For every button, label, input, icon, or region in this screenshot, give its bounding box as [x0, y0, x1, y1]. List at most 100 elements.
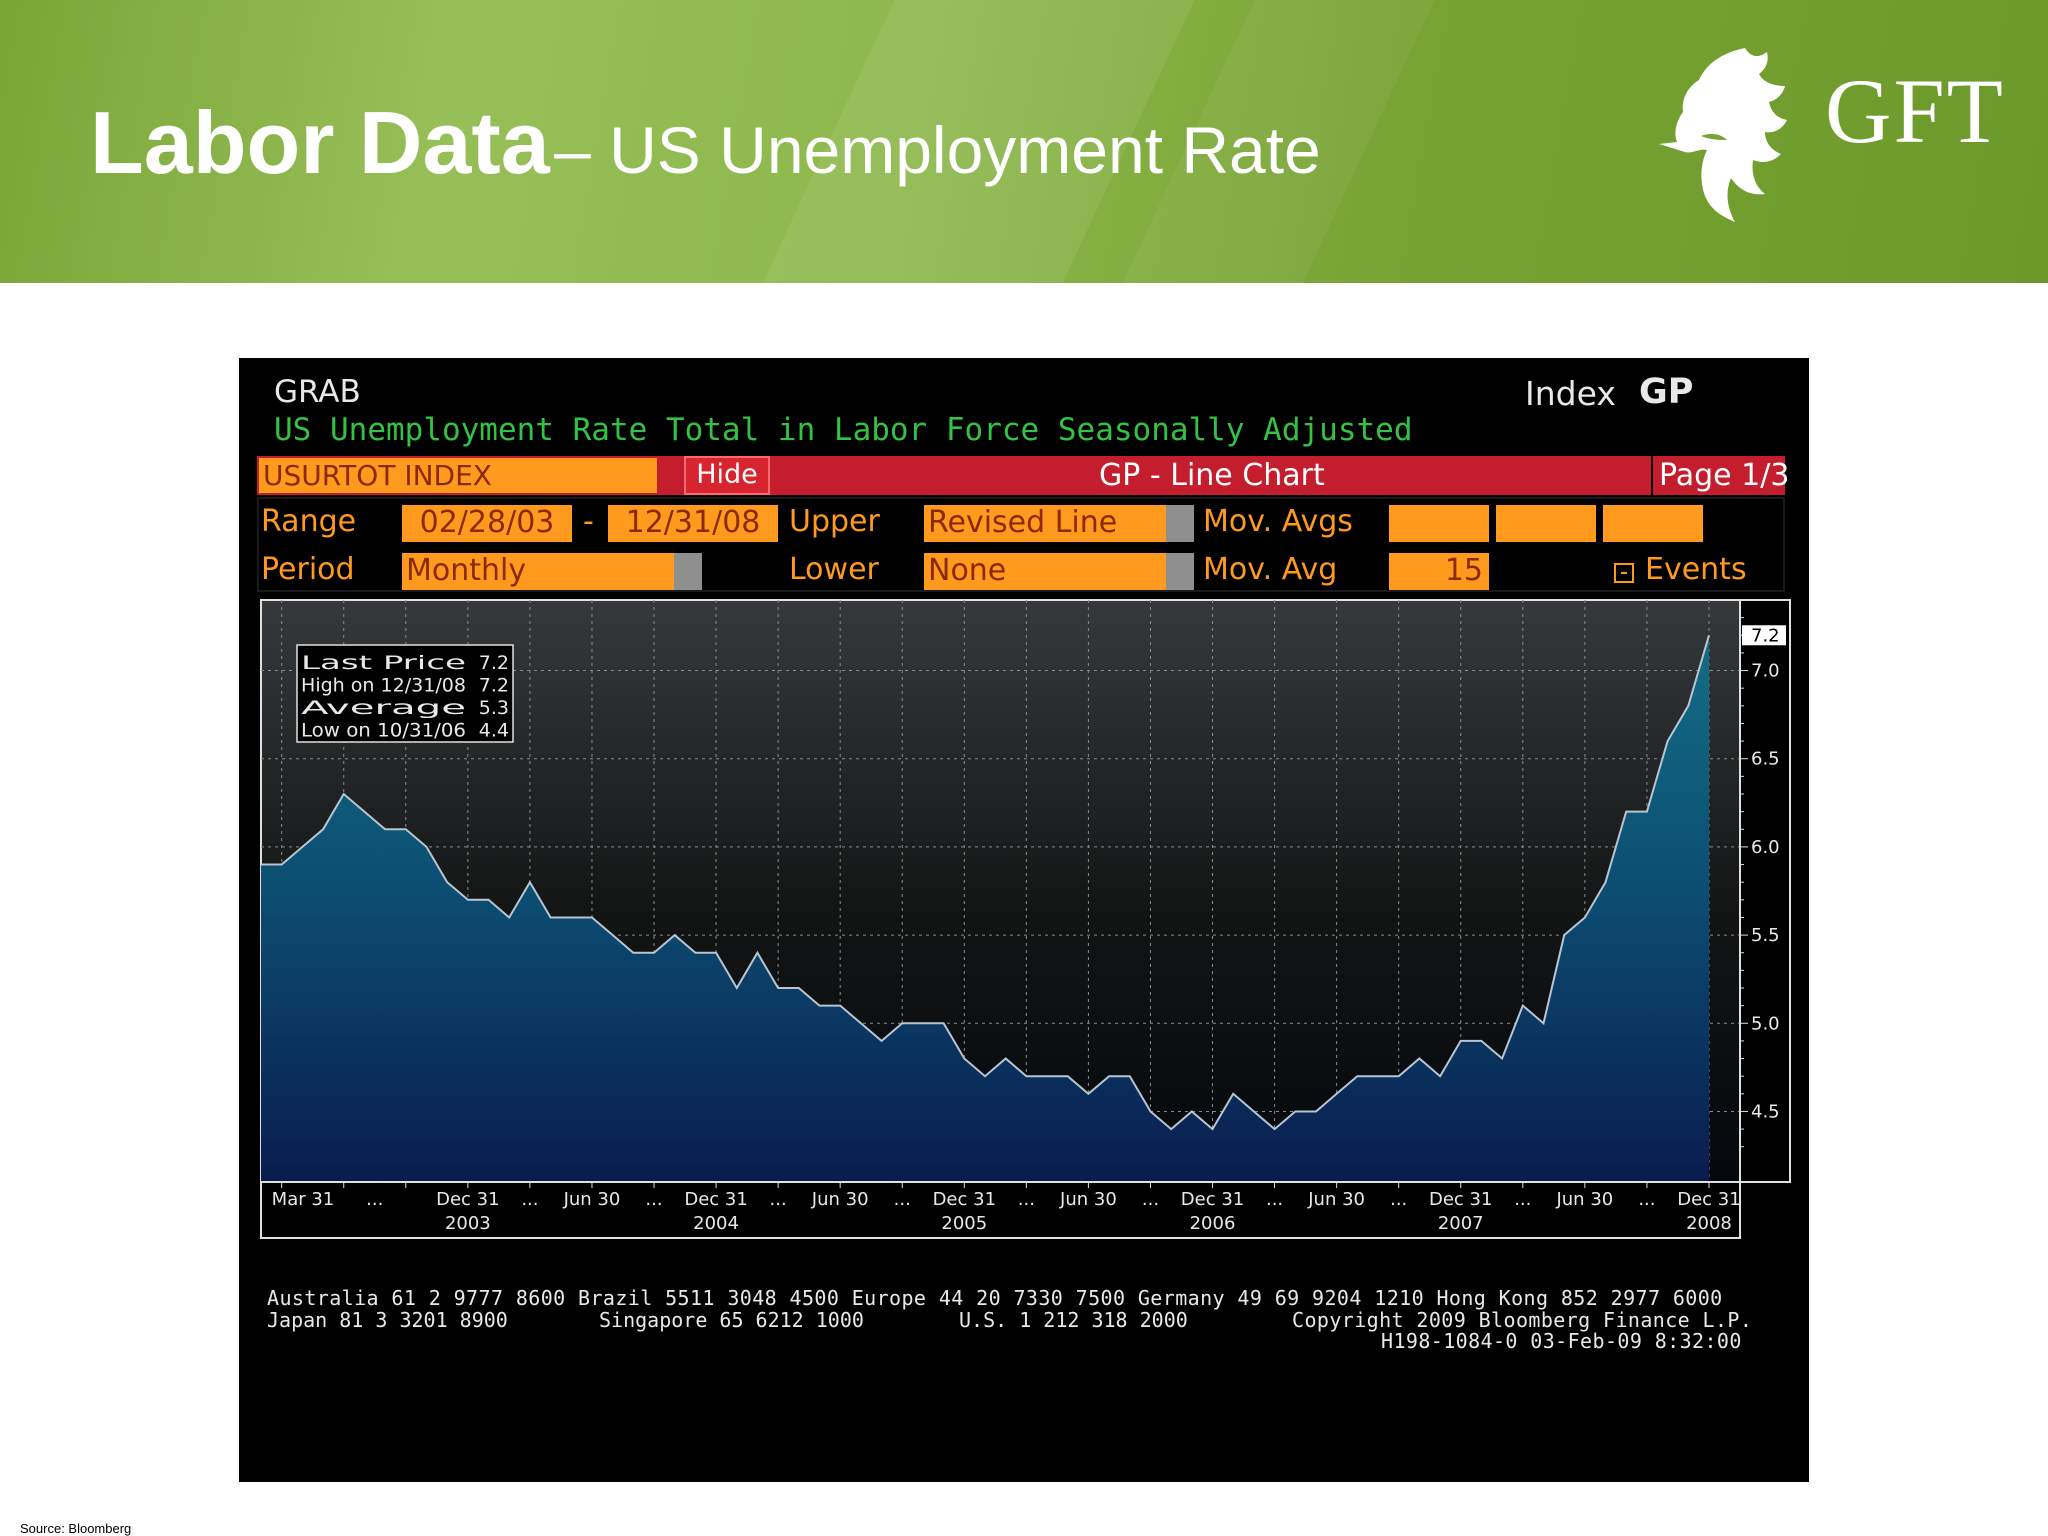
legend-label: Low on 10/31/06	[301, 720, 466, 742]
legend-value: 7.2	[479, 652, 509, 674]
upper-dropdown-button[interactable]	[1166, 505, 1194, 542]
gft-logo-icon	[1659, 48, 1787, 222]
movavg-label: Mov. Avg	[1203, 552, 1338, 587]
x-year-label: 2007	[1438, 1213, 1484, 1234]
x-tick-ellipsis: ...	[1638, 1189, 1655, 1210]
period-dropdown-button[interactable]	[674, 553, 702, 590]
x-tick-ellipsis: ...	[1142, 1189, 1159, 1210]
security-description: US Unemployment Rate Total in Labor Forc…	[274, 412, 1413, 448]
x-tick-ellipsis: ...	[894, 1189, 911, 1210]
lower-dropdown-button[interactable]	[1166, 553, 1194, 590]
x-tick-label: Dec 31	[1677, 1189, 1740, 1210]
gp-label: GP	[1639, 372, 1694, 412]
footer-contacts-singapore: Singapore 65 6212 1000	[599, 1308, 864, 1332]
y-axis-panel	[1739, 599, 1791, 1183]
hide-button[interactable]: Hide	[684, 456, 770, 495]
range-dash: -	[583, 504, 594, 539]
bloomberg-terminal-panel: GRAB Index GP US Unemployment Rate Total…	[239, 358, 1809, 1482]
legend-label: High on 12/31/08	[301, 675, 466, 697]
y-tick-label: 5.0	[1751, 1013, 1780, 1034]
x-tick-label: Jun 30	[811, 1189, 869, 1210]
legend-frame	[296, 644, 514, 743]
movavg-input-1[interactable]	[1389, 505, 1489, 542]
x-tick-label: Dec 31	[684, 1189, 747, 1210]
lower-select[interactable]: None	[924, 553, 1166, 590]
upper-select[interactable]: Revised Line	[924, 505, 1166, 542]
y-tick-label: 7.0	[1751, 661, 1780, 682]
range-label: Range	[261, 504, 357, 539]
lower-label: Lower	[789, 552, 879, 587]
x-tick-ellipsis: ...	[645, 1189, 662, 1210]
range-end-input[interactable]: 12/31/08	[608, 505, 778, 542]
x-axis: Mar 31... Dec 31 2003... Jun 30... Dec 31 200…	[272, 1182, 1741, 1234]
legend-label: Last Price	[301, 652, 466, 674]
page-divider	[1651, 456, 1653, 495]
x-tick-ellipsis: ...	[1390, 1189, 1407, 1210]
y-tick-label: 4.5	[1751, 1101, 1780, 1122]
x-tick-label: Jun 30	[563, 1189, 621, 1210]
slide-header: Labor Data – US Unemployment Rate GFT	[0, 0, 2048, 283]
x-tick-label: Mar 31	[272, 1189, 335, 1210]
page-indicator[interactable]: Page 1/3	[1659, 458, 1790, 493]
x-tick-ellipsis: ...	[366, 1189, 383, 1210]
index-label: Index	[1525, 374, 1616, 413]
y-tick-label: 6.5	[1751, 749, 1780, 770]
x-year-label: 2004	[693, 1213, 739, 1234]
ticker-input[interactable]: USURTOT INDEX	[259, 458, 657, 493]
legend-label: Average	[301, 697, 466, 719]
last-price-tag-bg	[1742, 625, 1786, 646]
slide-title-bold: Labor Data	[90, 93, 550, 192]
movavg-input-3[interactable]	[1603, 505, 1703, 542]
x-tick-label: Dec 31	[436, 1189, 499, 1210]
range-start-input[interactable]: 02/28/03	[402, 505, 572, 542]
movavg-input-2[interactable]	[1496, 505, 1596, 542]
x-tick-label: Jun 30	[1555, 1189, 1613, 1210]
x-tick-label: Jun 30	[1059, 1189, 1117, 1210]
x-tick-ellipsis: ...	[770, 1189, 787, 1210]
source-note: Source: Bloomberg	[20, 1521, 132, 1536]
x-tick-ellipsis: ...	[1266, 1189, 1283, 1210]
chart-title: GP - Line Chart	[1099, 458, 1325, 493]
footer-contacts-us: U.S. 1 212 318 2000	[959, 1308, 1188, 1332]
footer-timestamp: H198-1084-0 03-Feb-09 8:32:00	[1381, 1329, 1742, 1353]
unemployment-chart: 4.5 5.0 5.5 6.0 6.5 7.0 7.2 Mar 31... Dec 31 200…	[260, 599, 1791, 1239]
legend-value: 7.2	[479, 675, 509, 697]
movavgs-label: Mov. Avgs	[1203, 504, 1353, 539]
x-axis-panel	[260, 1181, 1741, 1239]
x-tick-label: Dec 31	[1429, 1189, 1492, 1210]
events-checkbox[interactable]	[1614, 563, 1634, 583]
legend-value: 4.4	[479, 720, 509, 742]
x-tick-label: Dec 31	[933, 1189, 996, 1210]
legend-box: Last Price 7.2 High on 12/31/08 7.2 Average 5…	[296, 644, 514, 743]
x-tick-ellipsis: ...	[1514, 1189, 1531, 1210]
last-price-tag: 7.2	[1751, 625, 1780, 646]
slide-title: Labor Data – US Unemployment Rate	[90, 92, 1321, 194]
grab-label: GRAB	[274, 374, 361, 410]
y-tick-label: 6.0	[1751, 837, 1780, 858]
y-tick-label: 5.5	[1751, 925, 1780, 946]
x-year-label: 2008	[1686, 1213, 1732, 1234]
upper-label: Upper	[789, 504, 880, 539]
x-tick-label: Jun 30	[1307, 1189, 1365, 1210]
movavg-value-input[interactable]: 15	[1389, 553, 1489, 590]
period-select[interactable]: Monthly	[402, 553, 674, 590]
settings-panel	[257, 497, 1785, 592]
x-tick-label: Dec 31	[1181, 1189, 1244, 1210]
legend-value: 5.3	[479, 697, 509, 719]
footer-contacts-japan: Japan 81 3 3201 8900	[267, 1308, 508, 1332]
checkbox-mark	[1621, 572, 1627, 574]
logo-text: GFT	[1825, 60, 2005, 162]
events-label: Events	[1645, 552, 1747, 587]
footer-copyright: Copyright 2009 Bloomberg Finance L.P.	[1292, 1308, 1753, 1332]
series-area	[261, 635, 1709, 1182]
period-label: Period	[261, 552, 355, 587]
x-year-label: 2003	[445, 1213, 491, 1234]
x-year-label: 2006	[1190, 1213, 1236, 1234]
footer-contacts-line1: Australia 61 2 9777 8600 Brazil 5511 304…	[267, 1286, 1723, 1310]
x-year-label: 2005	[941, 1213, 987, 1234]
y-axis: 4.5 5.0 5.5 6.0 6.5 7.0 7.2	[1740, 617, 1786, 1148]
series-line	[261, 635, 1710, 1131]
x-tick-ellipsis: ...	[521, 1189, 538, 1210]
slide-title-rest: – US Unemployment Rate	[554, 113, 1321, 187]
x-tick-ellipsis: ...	[1018, 1189, 1035, 1210]
